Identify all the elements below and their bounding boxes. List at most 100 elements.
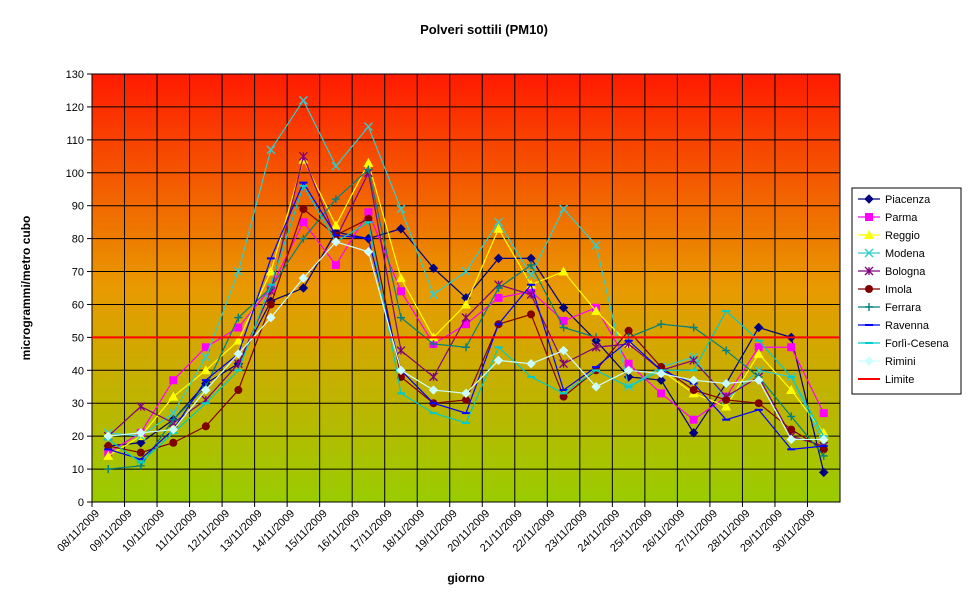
plot-border xyxy=(91,73,841,503)
point-rimini xyxy=(201,385,211,395)
legend-entry-imola: Imola xyxy=(858,284,913,296)
point-modena xyxy=(428,290,438,300)
point-reggio xyxy=(591,306,602,316)
point-imola xyxy=(689,386,698,395)
point-modena xyxy=(526,270,536,280)
point-rimini xyxy=(591,382,601,392)
point-bologna xyxy=(689,355,699,365)
point-modena xyxy=(168,408,178,418)
point-rimini xyxy=(363,247,374,257)
point-parma xyxy=(559,316,568,325)
point-reggio xyxy=(233,335,244,345)
y-tick-label: 130 xyxy=(66,69,84,81)
y-axis-ticks: 0 10 20 30 40 50 60 70 80 90 100 110 120 130 xyxy=(66,69,92,509)
y-tick-label: 100 xyxy=(66,168,84,180)
legend-entry-rimini: Rimini xyxy=(858,356,916,368)
point-piacenza xyxy=(819,467,829,478)
point-ferrara xyxy=(689,323,698,332)
point-piacenza xyxy=(656,375,666,385)
y-tick-label: 110 xyxy=(66,135,84,147)
point-imola xyxy=(234,386,243,395)
point-ferrara xyxy=(722,346,731,355)
point-reggio xyxy=(103,450,114,460)
point-bologna xyxy=(559,359,569,369)
point-bologna xyxy=(461,313,471,323)
point-rimini xyxy=(526,359,536,369)
point-imola xyxy=(819,445,828,454)
point-piacenza xyxy=(688,428,699,438)
point-bologna xyxy=(396,346,406,356)
point-rimini xyxy=(103,431,113,441)
legend-entry-parma: Parma xyxy=(858,212,918,224)
point-modena xyxy=(298,95,308,105)
point-modena xyxy=(233,267,243,277)
point-piacenza xyxy=(493,253,504,264)
point-modena xyxy=(591,240,601,250)
y-tick-label: 10 xyxy=(72,464,84,476)
point-imola xyxy=(104,442,113,451)
point-parma xyxy=(754,343,763,352)
legend-marker xyxy=(864,194,874,204)
legend-label: Reggio xyxy=(885,230,920,242)
point-piacenza xyxy=(396,224,406,234)
point-ferrara xyxy=(527,260,536,269)
legend-label: Piacenza xyxy=(885,194,931,206)
legend-marker xyxy=(864,266,874,276)
point-reggio xyxy=(461,299,471,309)
point-reggio xyxy=(363,157,374,167)
point-ferrara xyxy=(169,415,178,424)
point-rimini xyxy=(136,428,146,438)
point-parma xyxy=(494,293,503,302)
y-tick-label: 60 xyxy=(72,299,84,311)
point-parma xyxy=(819,409,828,418)
legend-label: Bologna xyxy=(885,266,926,278)
point-bologna xyxy=(298,151,308,161)
point-imola xyxy=(624,326,633,335)
point-parma xyxy=(624,359,633,368)
y-tick-label: 90 xyxy=(72,201,84,213)
point-modena xyxy=(201,352,211,362)
point-rimini xyxy=(786,434,796,445)
point-modena xyxy=(559,204,569,214)
y-axis-label: microgrammi/metro cubo xyxy=(19,216,33,361)
point-modena xyxy=(363,122,373,132)
point-reggio xyxy=(721,401,732,411)
legend-marker xyxy=(865,303,873,311)
legend-label: Ravenna xyxy=(885,320,930,332)
legend-entry-piacenza: Piacenza xyxy=(858,194,931,206)
point-ferrara xyxy=(299,234,308,243)
point-reggio xyxy=(330,220,341,230)
point-reggio xyxy=(395,273,406,283)
point-parma xyxy=(331,260,340,269)
point-rimini xyxy=(721,378,731,389)
point-piacenza xyxy=(558,303,569,313)
point-reggio xyxy=(558,266,569,276)
point-rimini xyxy=(266,312,276,323)
legend-label: Parma xyxy=(885,212,918,224)
y-tick-label: 30 xyxy=(72,398,84,410)
point-imola xyxy=(396,372,405,381)
point-ferrara xyxy=(429,339,438,348)
legend-label: Ferrara xyxy=(885,302,922,314)
point-parma xyxy=(657,389,666,398)
legend-entry-bologna: Bologna xyxy=(858,266,926,278)
legend: Piacenza Parma Reggio Modena Bologna Imola Fer… xyxy=(851,187,962,395)
point-ferrara xyxy=(819,451,828,460)
point-ferrara xyxy=(787,412,796,421)
point-modena xyxy=(396,204,406,214)
point-bologna xyxy=(136,402,146,411)
point-bologna xyxy=(429,372,438,382)
legend-marker xyxy=(865,285,873,293)
y-tick-label: 20 xyxy=(72,431,84,443)
point-rimini xyxy=(331,237,341,247)
point-modena xyxy=(461,267,471,277)
point-ferrara xyxy=(364,165,373,174)
point-ferrara xyxy=(396,313,405,322)
point-rimini xyxy=(396,365,406,376)
point-imola xyxy=(527,310,536,319)
legend-entry-limite: Limite xyxy=(858,374,914,386)
point-ferrara xyxy=(104,465,113,474)
x-axis-ticks: 08/11/200909/11/200910/11/200911/11/2009… xyxy=(55,502,818,554)
legend-label: Imola xyxy=(885,284,913,296)
